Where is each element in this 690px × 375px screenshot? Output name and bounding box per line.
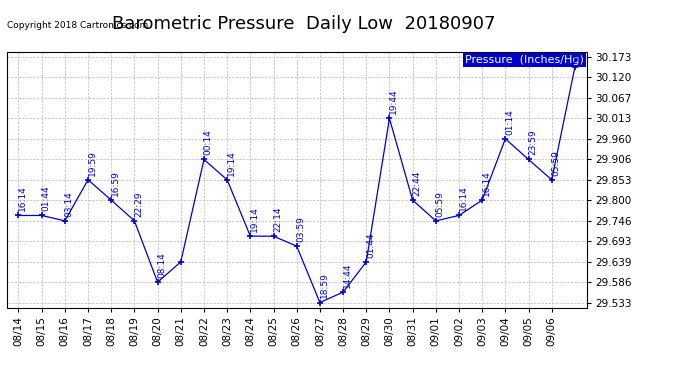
Text: 14:44: 14:44: [343, 262, 352, 288]
Text: 16:59: 16:59: [111, 170, 120, 196]
Text: 01:14: 01:14: [505, 109, 514, 135]
Text: 16:14: 16:14: [18, 186, 27, 211]
Text: 23:59: 23:59: [529, 130, 538, 155]
Text: 20: 20: [575, 51, 584, 63]
Text: 19:59: 19:59: [88, 150, 97, 176]
Text: 16:14: 16:14: [482, 170, 491, 196]
Text: 03:59: 03:59: [297, 216, 306, 242]
Text: 01:44: 01:44: [41, 186, 50, 211]
Text: 05:59: 05:59: [435, 191, 444, 217]
Text: 01:44: 01:44: [366, 232, 375, 258]
Text: Copyright 2018 Cartronics.com: Copyright 2018 Cartronics.com: [7, 21, 148, 30]
Text: 16:14: 16:14: [459, 186, 468, 211]
Text: 22:14: 22:14: [273, 207, 282, 232]
Text: 00:14: 00:14: [204, 130, 213, 155]
Text: Barometric Pressure  Daily Low  20180907: Barometric Pressure Daily Low 20180907: [112, 15, 495, 33]
Text: 18:59: 18:59: [319, 273, 328, 298]
Text: 19:14: 19:14: [227, 150, 236, 176]
Text: 22:44: 22:44: [413, 171, 422, 196]
Text: 22:29: 22:29: [134, 191, 143, 217]
Text: 05:59: 05:59: [551, 150, 560, 176]
Text: 19:14: 19:14: [250, 206, 259, 232]
Text: 19:44: 19:44: [389, 88, 398, 114]
Text: 08:14: 08:14: [157, 252, 166, 278]
Text: Pressure  (Inches/Hg): Pressure (Inches/Hg): [465, 55, 584, 65]
Text: 03:14: 03:14: [65, 191, 74, 217]
